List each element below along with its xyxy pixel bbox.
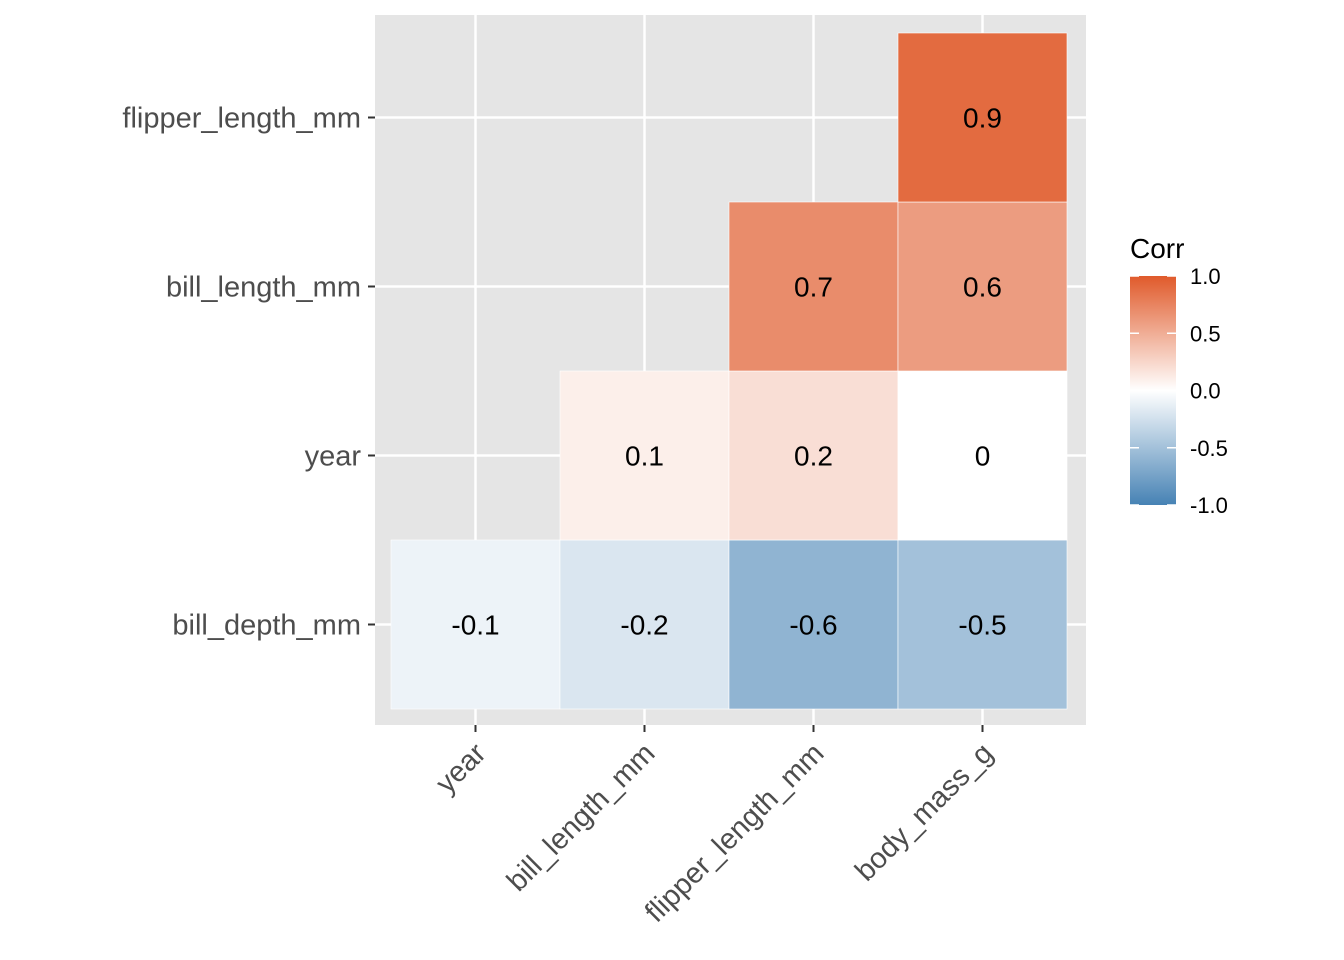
y-tick-label: flipper_length_mm xyxy=(122,103,361,135)
legend-title: Corr xyxy=(1130,233,1184,264)
heatmap-cell xyxy=(897,32,1068,203)
x-tick-label: bill_length_mm xyxy=(501,737,662,898)
cell-value-label: -0.1 xyxy=(451,610,499,641)
legend-tick-label: -0.5 xyxy=(1190,436,1228,461)
x-tick-label: body_mass_g xyxy=(849,737,999,887)
y-tick-label: year xyxy=(305,441,362,473)
legend-tick-label: 1.0 xyxy=(1190,264,1221,289)
cell-value-label: -0.6 xyxy=(789,610,837,641)
cell-value-label: 0.6 xyxy=(963,272,1002,303)
heatmap-cell xyxy=(559,539,730,710)
cell-value-label: 0.9 xyxy=(963,103,1002,134)
cell-value-label: 0.7 xyxy=(794,272,833,303)
x-tick-label: year xyxy=(430,737,493,800)
cell-value-label: 0.1 xyxy=(625,441,664,472)
heatmap-cell xyxy=(897,539,1068,710)
legend-ticks: 1.0 0.5 0.0 -0.5 -1.0 xyxy=(1130,264,1228,518)
legend: Corr 1.0 0.5 0.0 -0.5 -1.0 xyxy=(1130,233,1228,518)
y-tick-label: bill_length_mm xyxy=(166,272,361,304)
legend-tick-label: 0.5 xyxy=(1190,321,1221,346)
heatmap-cell xyxy=(728,370,899,541)
cell-value-label: -0.5 xyxy=(958,610,1006,641)
legend-tick-label: -1.0 xyxy=(1190,493,1228,518)
heatmap-cell xyxy=(728,539,899,710)
legend-tick-label: 0.0 xyxy=(1190,379,1221,404)
heatmap-cell xyxy=(559,370,730,541)
heatmap-cell xyxy=(897,201,1068,372)
cell-value-label: 0 xyxy=(975,441,991,472)
cell-value-label: -0.2 xyxy=(620,610,668,641)
cell-labels: -0.1 -0.2 -0.6 -0.5 0.1 0.2 0 0.7 0.6 0.9 xyxy=(451,103,1006,641)
heatmap-cells xyxy=(390,32,1068,710)
cell-value-label: 0.2 xyxy=(794,441,833,472)
y-tick-label: bill_depth_mm xyxy=(172,610,361,642)
y-axis: bill_depth_mm year bill_length_mm flipper_l… xyxy=(122,103,375,642)
x-tick-label: flipper_length_mm xyxy=(639,737,830,928)
heatmap-cell xyxy=(897,370,1068,541)
heatmap-cell xyxy=(390,539,561,710)
